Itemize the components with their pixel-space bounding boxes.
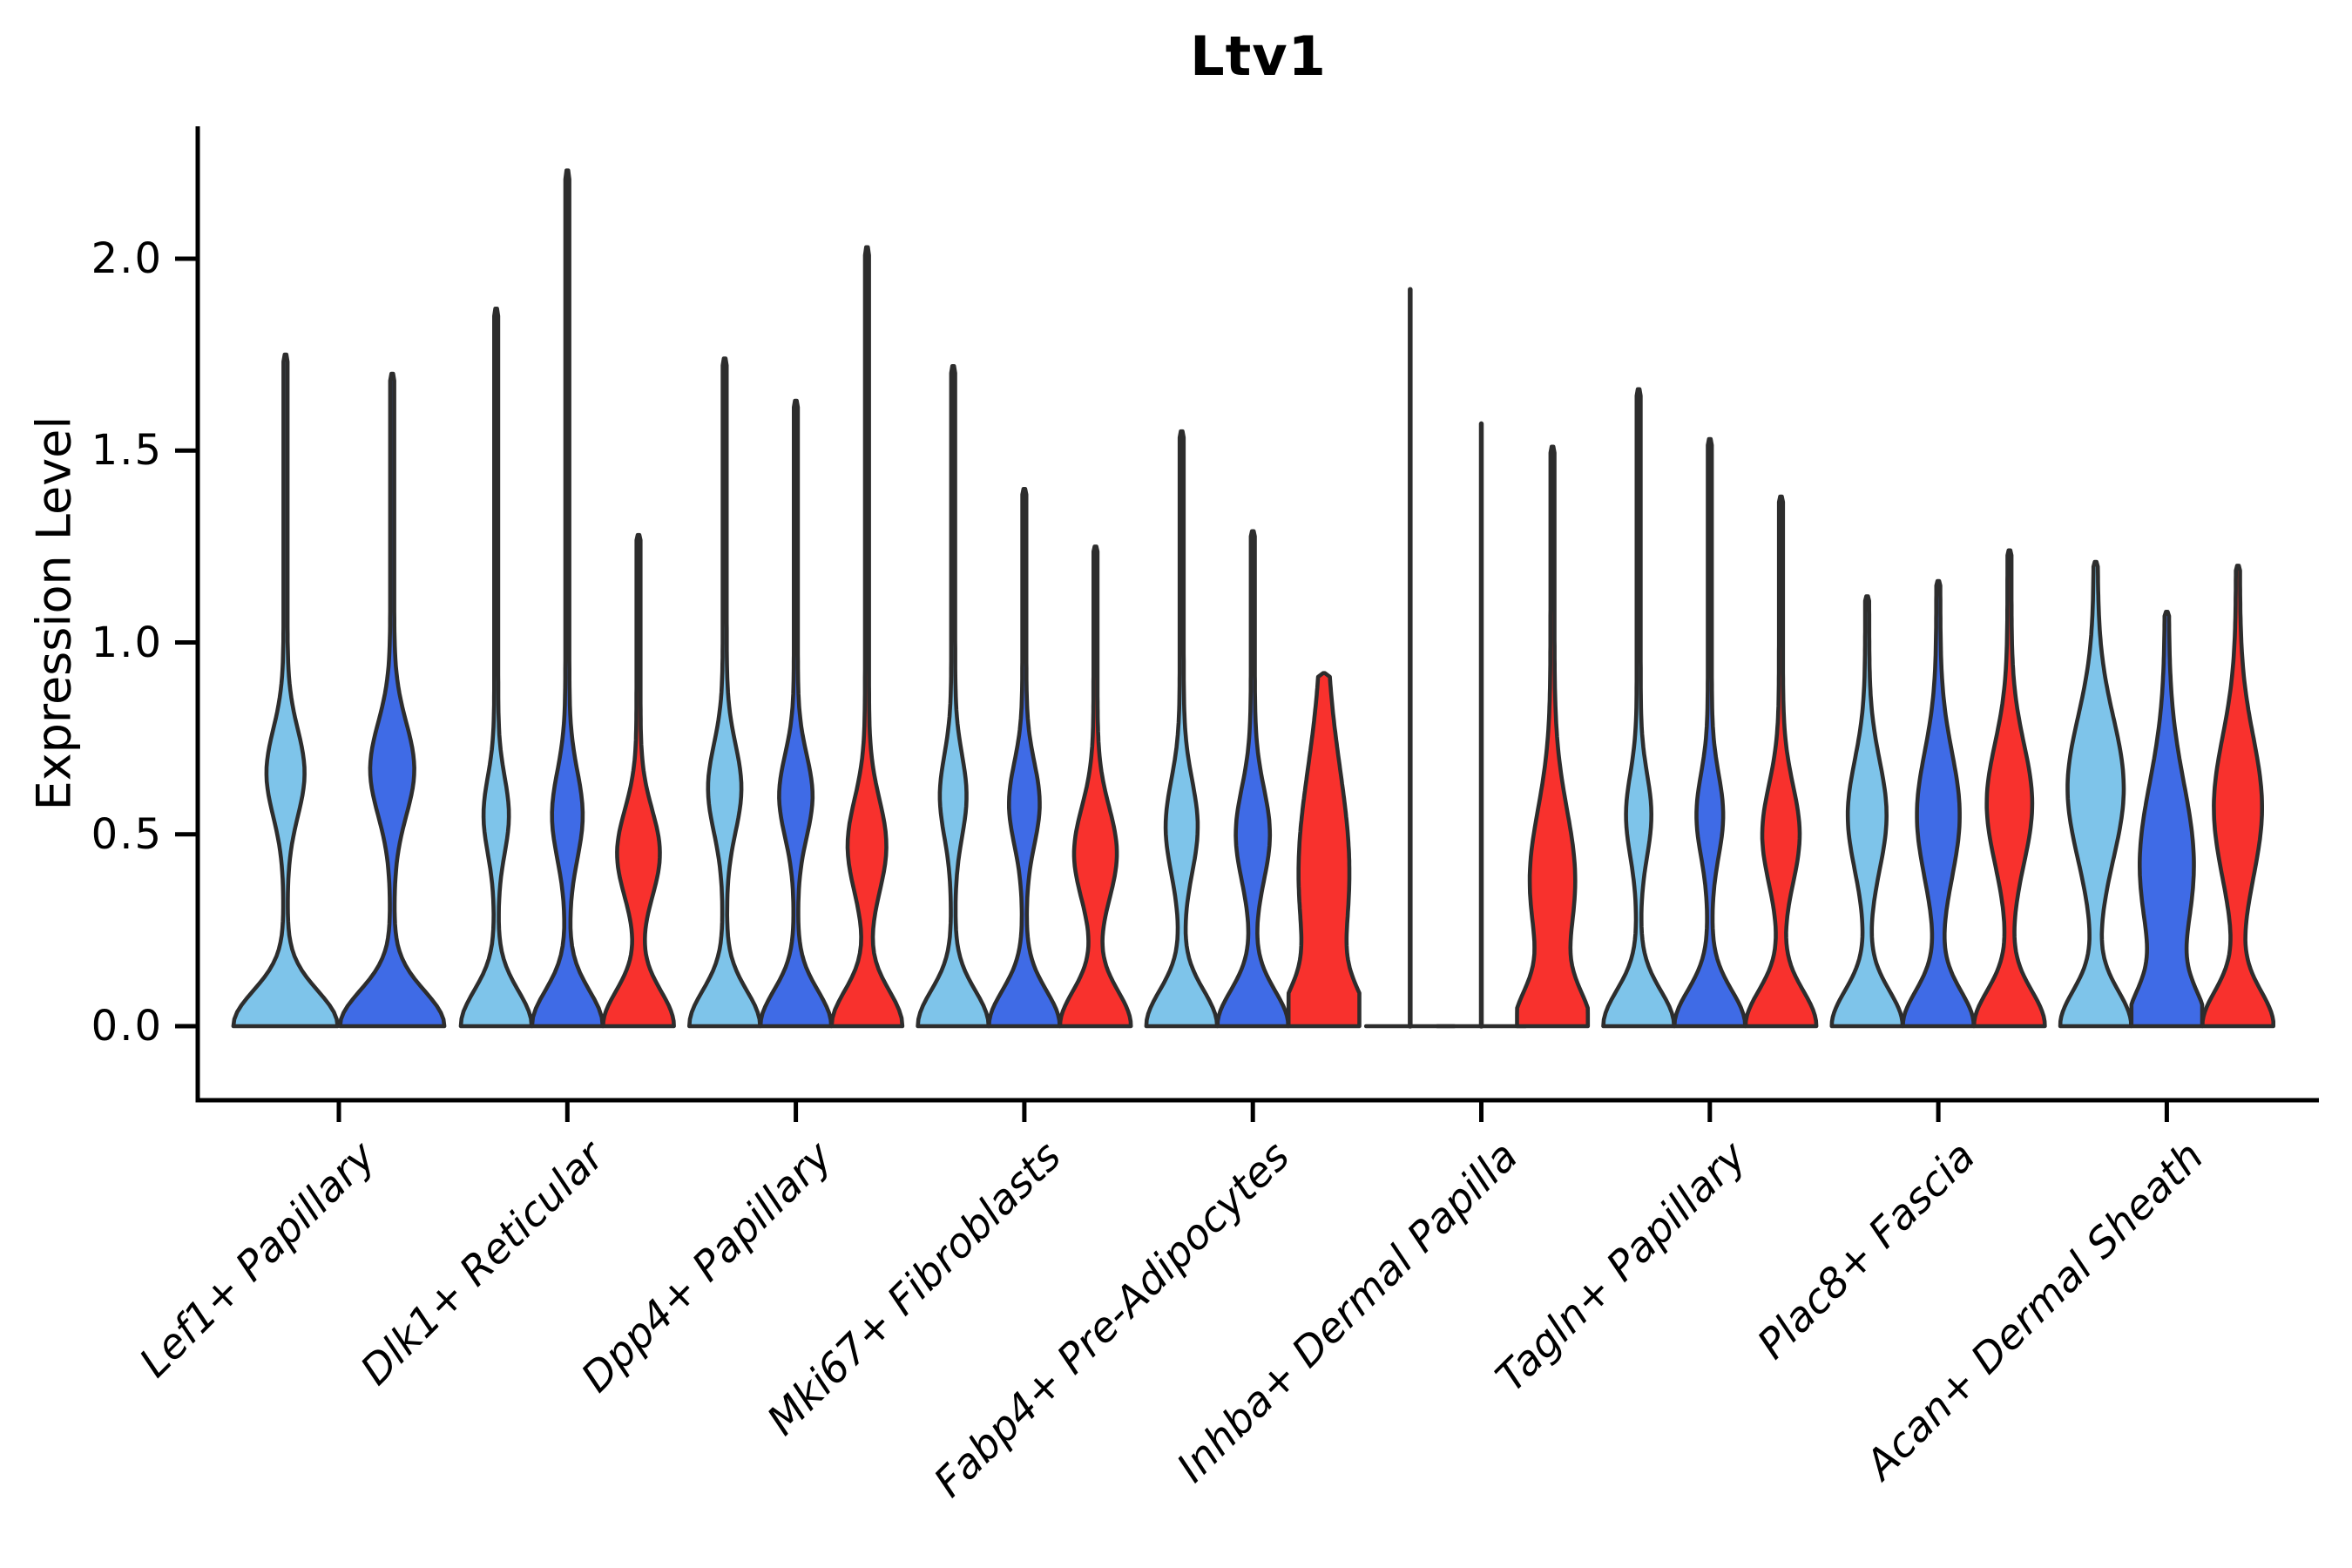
violin (687, 356, 762, 1029)
chart-title: Ltv1 (1190, 24, 1327, 88)
violin (338, 371, 447, 1029)
violin (758, 398, 834, 1029)
violin (987, 487, 1062, 1029)
y-tick-label: 2.0 (91, 234, 163, 283)
violin (2129, 610, 2205, 1029)
y-tick-label: 0.0 (91, 1002, 163, 1051)
violin (1144, 429, 1220, 1029)
violin (2200, 564, 2275, 1029)
violin (1215, 529, 1291, 1029)
violin (231, 352, 340, 1029)
violin (530, 168, 605, 1029)
violin (458, 307, 534, 1029)
violin (1829, 594, 1905, 1029)
y-tick-label: 0.5 (91, 809, 163, 859)
violin (2058, 559, 2133, 1029)
violin (1743, 494, 1819, 1029)
y-tick-label: 1.0 (91, 618, 163, 667)
violin (1515, 444, 1591, 1029)
violin (1672, 436, 1747, 1029)
violin (916, 364, 991, 1029)
violin (1058, 544, 1133, 1029)
violin (1901, 578, 1976, 1029)
violin (1971, 548, 2047, 1029)
violin (1601, 387, 1677, 1029)
violin (601, 532, 676, 1029)
violin (1286, 671, 1362, 1029)
violin (829, 245, 905, 1029)
y-tick-label: 1.5 (91, 426, 163, 476)
